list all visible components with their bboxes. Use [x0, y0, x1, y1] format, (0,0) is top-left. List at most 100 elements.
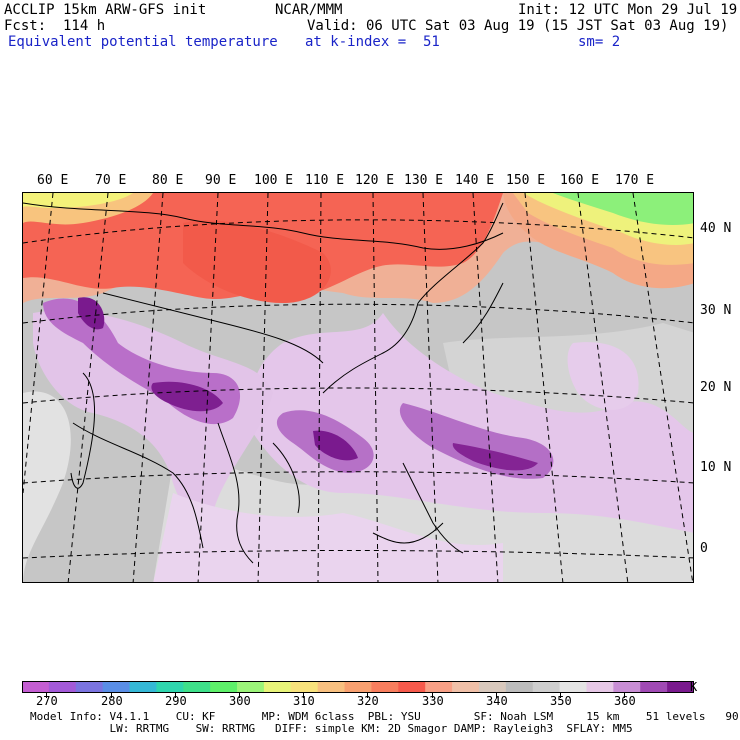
meridian-150e [524, 193, 564, 582]
colorbar-label-280: 280 [101, 694, 123, 708]
theta-e-365k-area-central [249, 313, 693, 533]
colorbar-swatch [586, 681, 614, 693]
colorbar-tick [432, 693, 433, 698]
lat-label-30n: 30 N [700, 303, 732, 318]
colorbar-swatch [237, 681, 265, 693]
theta-e-max-area-1 [78, 297, 105, 330]
graticule [23, 193, 693, 582]
colorbar-unit: K [690, 680, 698, 694]
meridian-170e [632, 193, 693, 582]
institution-label: NCAR/MMM [275, 2, 343, 18]
theta-e-max-area-3 [313, 430, 358, 461]
level-index: at k-index = 51 [305, 34, 440, 50]
colorbar [22, 681, 694, 693]
colorbar-tick [624, 693, 625, 698]
model-title: ACCLIP 15km ARW-GFS init [4, 2, 207, 18]
lat-label-10n: 10 N [700, 460, 732, 475]
lat-label-20n: 20 N [700, 380, 732, 395]
colorbar-swatch [371, 681, 399, 693]
colorbar-swatch [478, 681, 507, 693]
init-time: Init: 12 UTC Mon 29 Jul 19 [518, 2, 738, 18]
colorbar-tick [239, 693, 240, 698]
colorbar-swatch [75, 681, 104, 693]
parallel-40n [23, 219, 693, 244]
theta-e-305k-area-npacific [553, 193, 693, 225]
theta-e-map [22, 192, 694, 583]
lon-label-110e: 110 E [305, 173, 345, 188]
colorbar-swatch [532, 681, 561, 693]
model-info-line-2: LW: RRTMG SW: RRTMG DIFF: simple KM: 2D … [30, 722, 633, 735]
colorbar-label-300: 300 [229, 694, 251, 708]
colorbar-tick [560, 693, 561, 698]
smoothing-label: sm= 2 [578, 34, 621, 50]
meridian-70e [67, 193, 109, 582]
meridian-90e [197, 193, 219, 582]
colorbar-tick [496, 693, 497, 698]
colorbar-swatch [290, 681, 319, 693]
lon-label-80e: 80 E [152, 173, 184, 188]
colorbar-label-350: 350 [550, 694, 572, 708]
colorbar-swatch [505, 681, 534, 693]
colorbar-label-360: 360 [614, 694, 636, 708]
colorbar-tick [111, 693, 112, 698]
colorbar-swatch [452, 681, 480, 693]
colorbar-swatch [48, 681, 77, 693]
lon-label-170e: 170 E [615, 173, 655, 188]
map-canvas [23, 193, 693, 582]
parallel-0 [23, 550, 693, 559]
lon-label-150e: 150 E [506, 173, 546, 188]
colorbar-swatch [156, 681, 184, 693]
colorbar-swatch [398, 681, 426, 693]
colorbar-swatch [613, 681, 641, 693]
colorbar-label-320: 320 [357, 694, 379, 708]
lon-label-130e: 130 E [404, 173, 444, 188]
lon-label-90e: 90 E [205, 173, 237, 188]
theta-e-365k-area-india [33, 310, 273, 522]
colorbar-swatch [317, 681, 346, 693]
meridian-130e [422, 193, 439, 582]
colorbar-swatch [129, 681, 157, 693]
meridian-160e [577, 193, 629, 582]
colorbar-tick [175, 693, 176, 698]
meridian-80e [132, 193, 164, 582]
forecast-hour: Fcst: 114 h [4, 18, 106, 34]
lat-label-40n: 40 N [700, 221, 732, 236]
colorbar-swatch [667, 681, 694, 693]
parallel-20n [23, 387, 693, 404]
colorbar-swatch [425, 681, 453, 693]
colorbar-swatch [22, 681, 50, 693]
theta-e-330k-area-mongolia [183, 220, 331, 303]
colorbar-tick [303, 693, 304, 698]
theta-e-max-area-2 [151, 381, 223, 412]
colorbar-label-330: 330 [422, 694, 444, 708]
theta-e-360k-area-arabian [23, 391, 71, 582]
meridian-110e [317, 193, 322, 582]
colorbar-label-290: 290 [165, 694, 187, 708]
colorbar-tick [367, 693, 368, 698]
colorbar-label-270: 270 [36, 694, 58, 708]
colorbar-swatch [640, 681, 668, 693]
lon-label-120e: 120 E [355, 173, 395, 188]
colorbar-swatch [559, 681, 587, 693]
colorbar-swatch [210, 681, 238, 693]
colorbar-border [22, 681, 694, 693]
theta-e-365k-area-maritime [153, 493, 503, 582]
typhoon-area [567, 342, 639, 410]
theta-e-310k-area-west [23, 193, 133, 208]
field-name: Equivalent potential temperature [8, 34, 278, 50]
colorbar-tick [46, 693, 47, 698]
lon-label-140e: 140 E [455, 173, 495, 188]
colorbar-label-340: 340 [486, 694, 508, 708]
meridian-100e [257, 193, 269, 582]
theta-e-max-area-4 [452, 443, 538, 471]
lon-label-60e: 60 E [37, 173, 69, 188]
meridian-120e [372, 193, 379, 582]
meridian-140e [472, 193, 499, 582]
lon-label-100e: 100 E [254, 173, 294, 188]
colorbar-swatch [344, 681, 372, 693]
lat-label-equator: 0 [700, 541, 708, 556]
lon-label-70e: 70 E [95, 173, 127, 188]
model-info-line-1: Model Info: V4.1.1 CU: KF MP: WDM 6class… [30, 710, 740, 723]
colorbar-swatch [263, 681, 292, 693]
parallel-30n [23, 303, 693, 324]
